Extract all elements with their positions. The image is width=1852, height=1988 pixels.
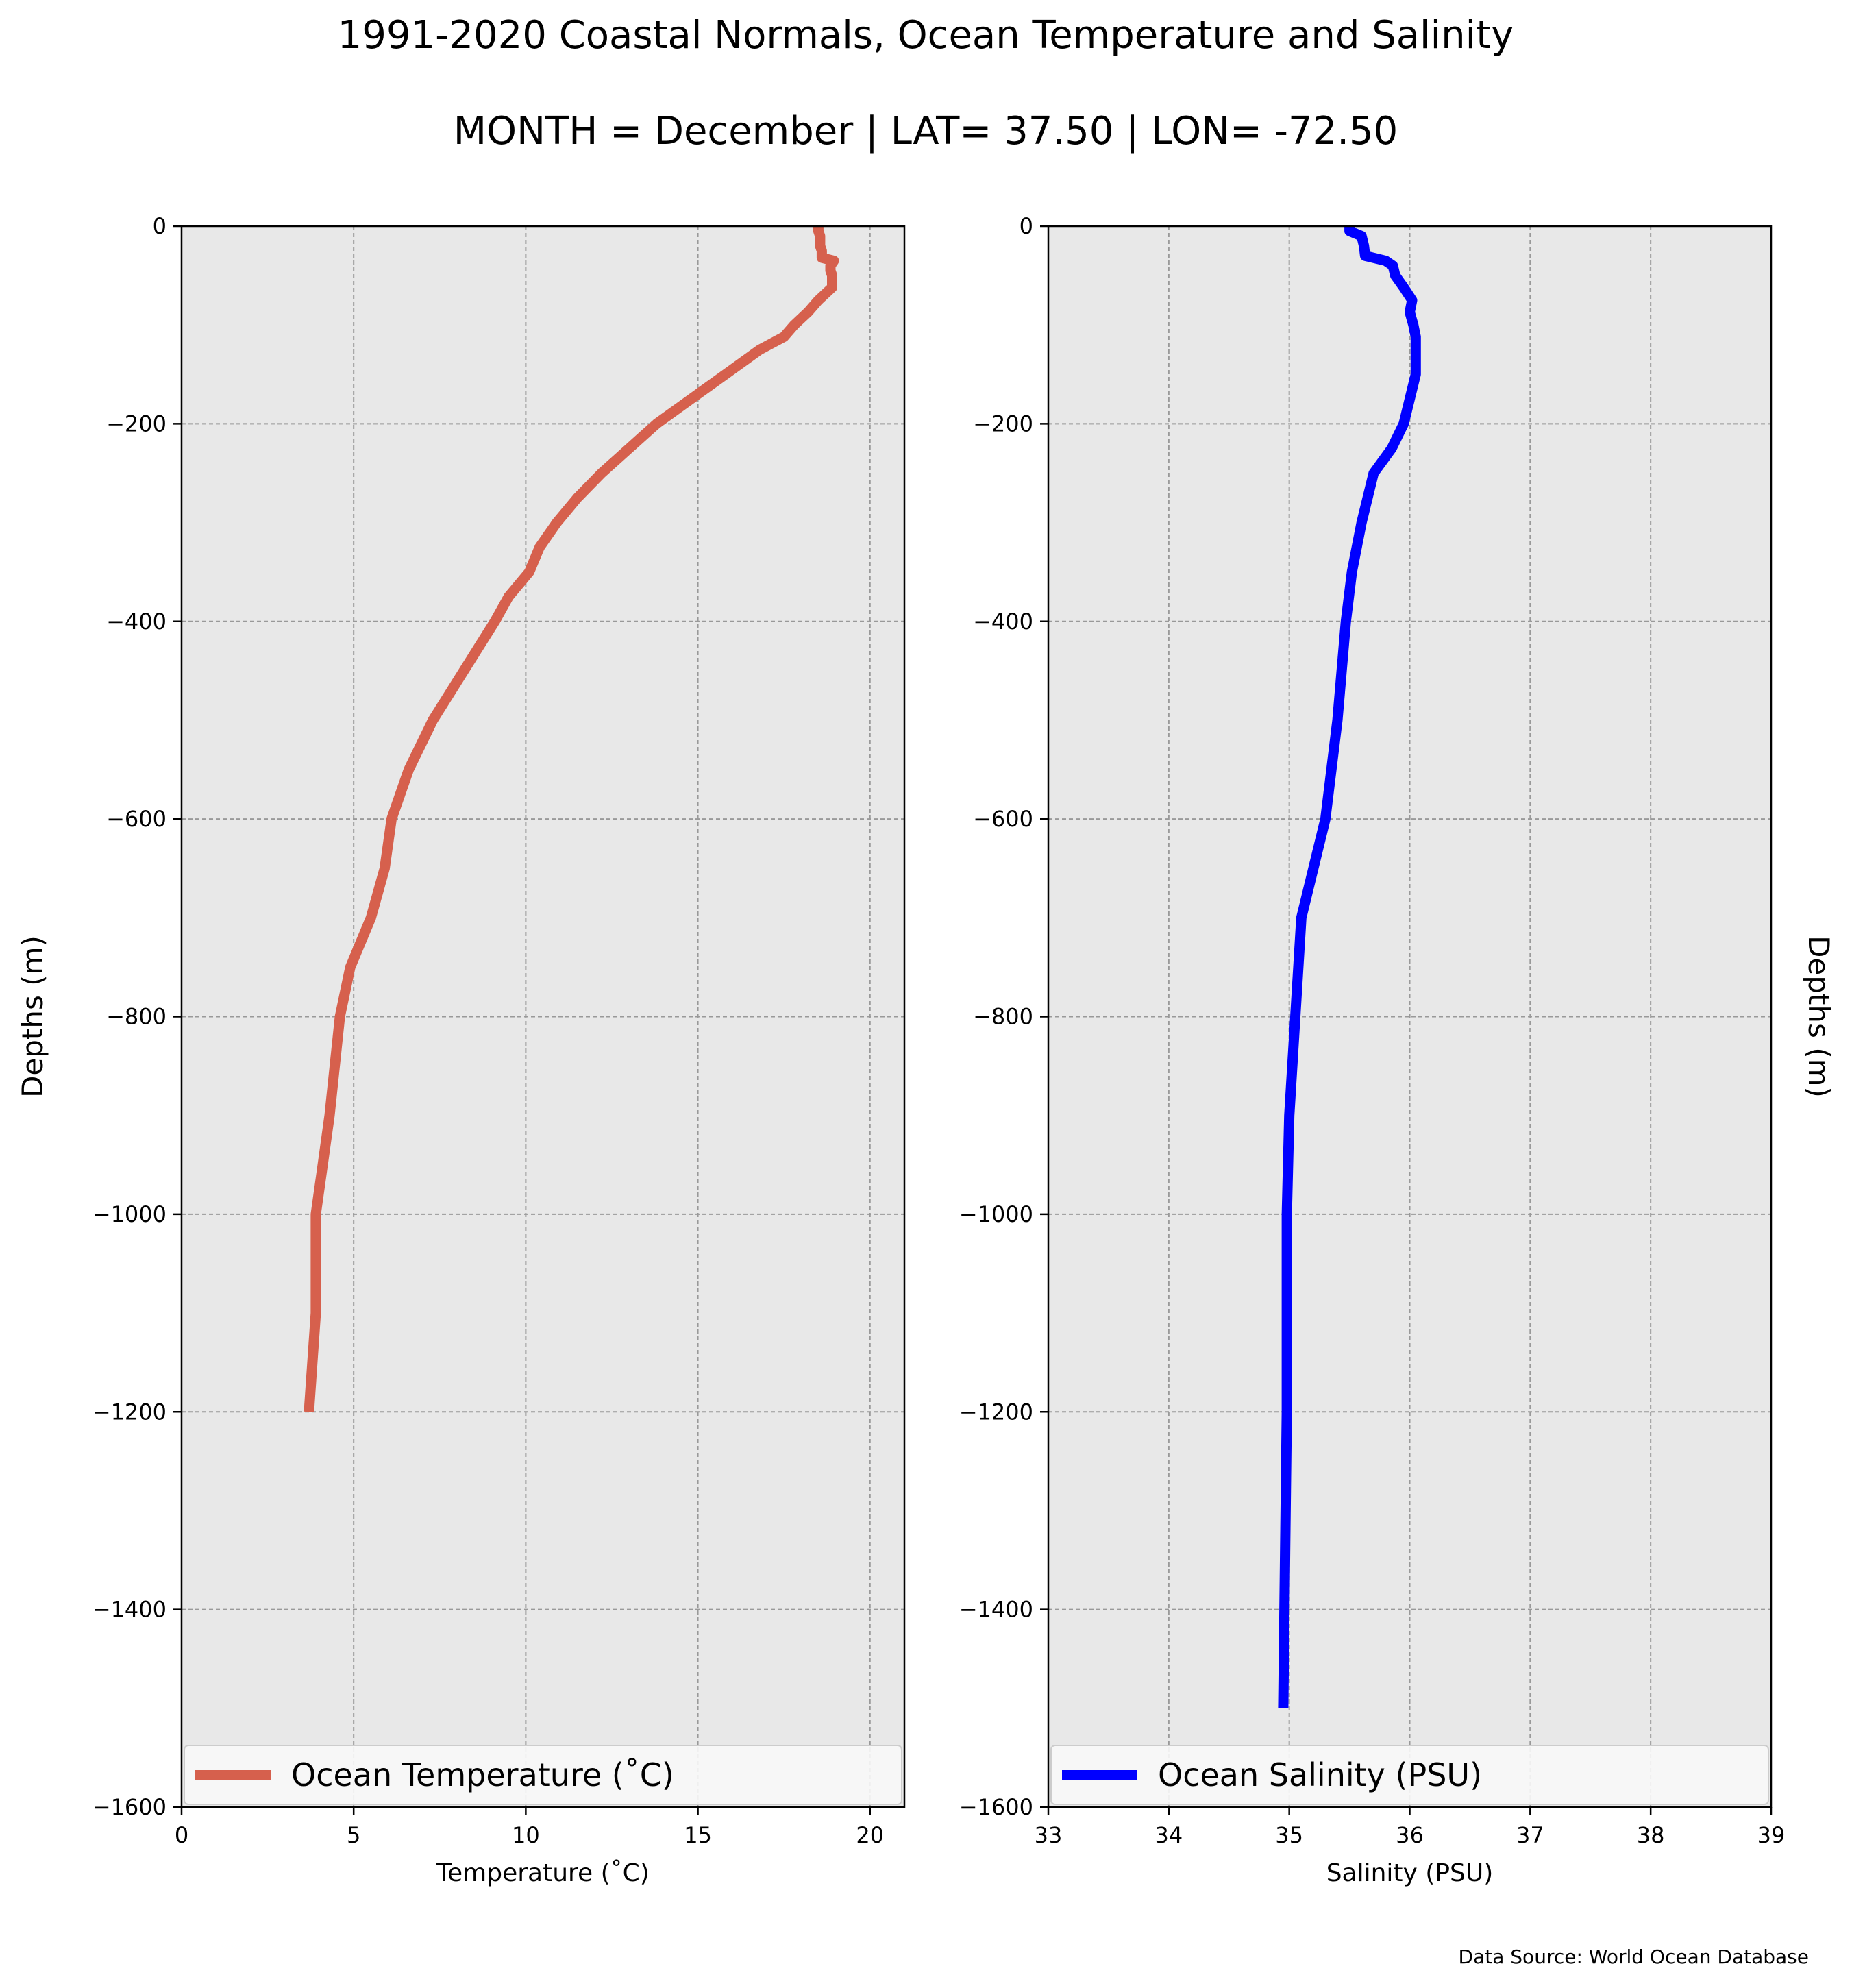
salinity-ytick-label-2: −400 [973, 609, 1033, 635]
salinity-series-line [1278, 225, 1421, 1708]
salinity-xtick-label-3: 36 [1396, 1822, 1424, 1848]
temperature-ytick-label-3: −600 [106, 806, 166, 832]
temperature-ytick-label-1: −200 [106, 410, 166, 437]
salinity-xtick-label-1: 34 [1155, 1822, 1183, 1848]
salinity-ytick-label-4: −800 [973, 1004, 1033, 1030]
salinity-legend-label: Ocean Salinity (PSU) [1158, 1756, 1482, 1793]
temperature-plot-area [182, 226, 904, 1807]
salinity-ytick-label-8: −1600 [959, 1794, 1033, 1820]
salinity-ytick-label-7: −1400 [959, 1597, 1033, 1623]
salinity-ytick-label-3: −600 [973, 806, 1033, 832]
temperature-ytick-label-0: 0 [153, 213, 166, 239]
salinity-xtick-label-4: 37 [1516, 1822, 1544, 1848]
temperature-ytick-label-5: −1000 [92, 1201, 166, 1227]
salinity-xtick-label-5: 38 [1637, 1822, 1665, 1848]
temperature-ytick-label-2: −400 [106, 609, 166, 635]
figure-title-line1: 1991-2020 Coastal Normals, Ocean Tempera… [338, 13, 1514, 58]
temperature-legend-box [184, 1745, 902, 1805]
figure-title-line2: MONTH = December | LAT= 37.50 | LON= -72… [454, 109, 1398, 154]
temperature-legend-label: Ocean Temperature (˚C) [291, 1756, 674, 1793]
temperature-xtick-label-3: 15 [684, 1822, 712, 1848]
salinity-xtick-label-6: 39 [1757, 1822, 1786, 1848]
temperature-ytick-label-6: −1200 [92, 1399, 166, 1425]
salinity-ytick-label-0: 0 [1020, 213, 1033, 239]
salinity-x-axis-label: Salinity (PSU) [1326, 1859, 1494, 1887]
temperature-y-axis-label: Depths (m) [16, 935, 49, 1098]
temperature-chart: Ocean Temperature (˚C) 0 5 10 15 20 0 −200 −400 −… [16, 213, 906, 1887]
temperature-xtick-label-2: 10 [512, 1822, 540, 1848]
temperature-series-line [304, 225, 839, 1412]
temperature-ytick-label-7: −1400 [92, 1597, 166, 1623]
temperature-xtick-label-0: 0 [175, 1822, 188, 1848]
salinity-chart: Ocean Salinity (PSU) 33 34 35 36 37 38 39 0 −200 −… [959, 213, 1836, 1887]
temperature-xtick-label-1: 5 [347, 1822, 360, 1848]
salinity-legend-box [1050, 1745, 1769, 1805]
salinity-y-axis-label: Depths (m) [1802, 935, 1836, 1098]
salinity-xtick-label-0: 33 [1035, 1822, 1063, 1848]
salinity-ytick-label-1: −200 [973, 410, 1033, 437]
data-source-note: Data Source: World Ocean Database [1459, 1946, 1809, 1968]
salinity-ytick-label-5: −1000 [959, 1201, 1033, 1227]
salinity-xtick-label-2: 35 [1275, 1822, 1303, 1848]
temperature-xtick-label-4: 20 [856, 1822, 884, 1848]
temperature-ytick-label-4: −800 [106, 1004, 166, 1030]
temperature-ytick-label-8: −1600 [92, 1794, 166, 1820]
salinity-ytick-label-6: −1200 [959, 1399, 1033, 1425]
temperature-x-axis-label: Temperature (˚C) [436, 1859, 650, 1887]
